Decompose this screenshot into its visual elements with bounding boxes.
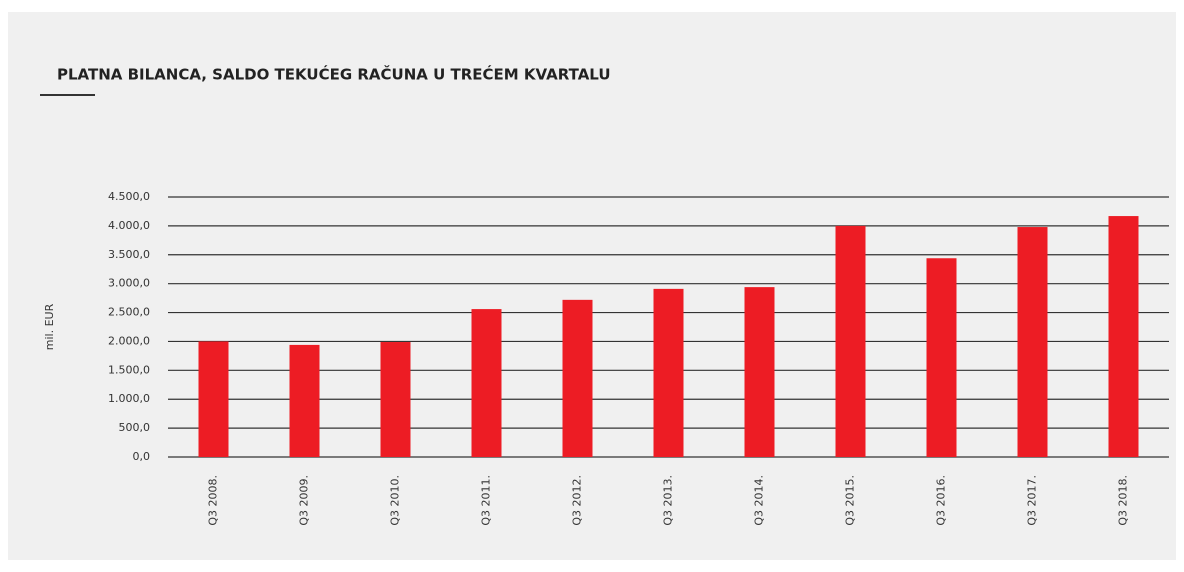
x-tick-label: Q3 2009.	[298, 475, 311, 526]
y-tick-label: 3.000,0	[108, 277, 150, 290]
x-tick-label: Q3 2015.	[844, 475, 857, 526]
x-tick-label: Q3 2013.	[662, 475, 675, 526]
y-tick-label: 1.500,0	[108, 363, 150, 376]
bar	[744, 287, 775, 457]
bar	[198, 341, 229, 457]
bar	[1017, 227, 1048, 457]
bar	[926, 258, 957, 457]
y-tick-label: 4.500,0	[108, 190, 150, 203]
x-tick-label: Q3 2017.	[1026, 475, 1039, 526]
x-tick-label: Q3 2012.	[571, 475, 584, 526]
x-tick-label: Q3 2008.	[207, 475, 220, 526]
y-axis-label: mil. EUR	[43, 303, 56, 350]
bar	[835, 225, 866, 457]
x-tick-label: Q3 2014.	[753, 475, 766, 526]
bar	[289, 344, 320, 457]
y-tick-label: 3.500,0	[108, 248, 150, 261]
y-tick-label: 500,0	[119, 421, 151, 434]
x-tick-label: Q3 2018.	[1117, 475, 1130, 526]
y-tick-label: 1.000,0	[108, 392, 150, 405]
chart-title: PLATNA BILANCA, SALDO TEKUĆEG RAČUNA U T…	[57, 65, 611, 84]
bar	[562, 299, 593, 457]
x-tick-label: Q3 2011.	[480, 475, 493, 526]
bar	[1108, 216, 1139, 457]
x-tick-label: Q3 2010.	[389, 475, 402, 526]
y-tick-label: 0,0	[133, 450, 151, 463]
bar	[380, 342, 411, 457]
panel	[8, 12, 1176, 560]
y-tick-label: 2.000,0	[108, 334, 150, 347]
y-tick-label: 2.500,0	[108, 306, 150, 319]
x-tick-label: Q3 2016.	[935, 475, 948, 526]
bar	[471, 309, 502, 457]
y-tick-label: 4.000,0	[108, 219, 150, 232]
bar	[653, 288, 684, 457]
